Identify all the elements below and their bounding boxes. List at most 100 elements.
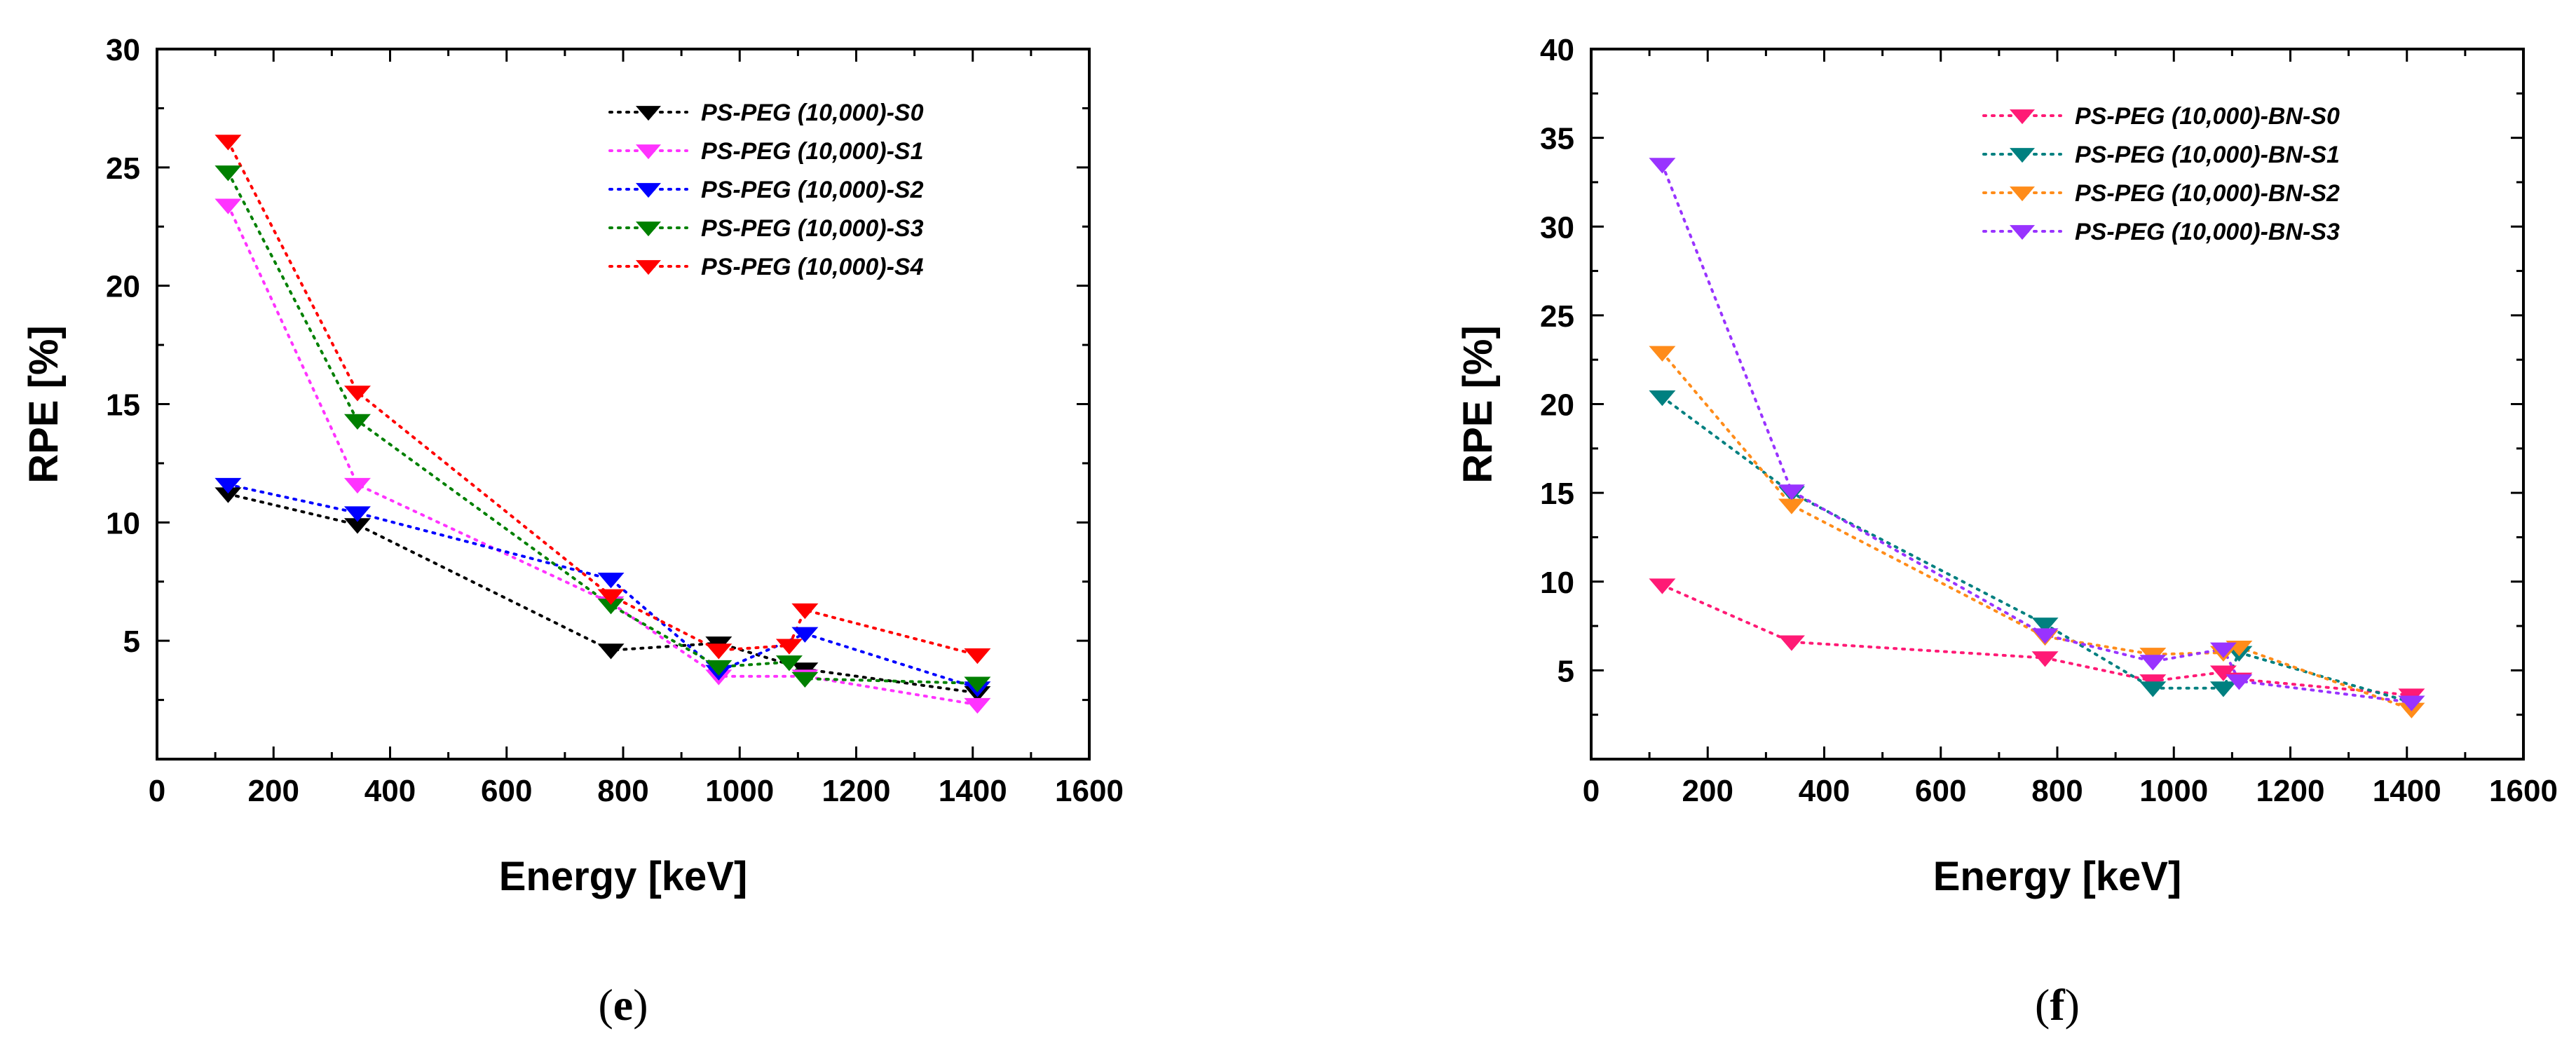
data-point [1649, 578, 1676, 594]
panel-label-close: ) [633, 980, 648, 1030]
y-axis-label: RPE [%] [1455, 325, 1501, 484]
data-point [2398, 695, 2425, 711]
y-tick-label: 30 [106, 33, 140, 67]
data-point [2031, 628, 2059, 644]
x-axis-label: Energy [keV] [499, 854, 748, 899]
data-point [964, 697, 991, 714]
data-point [2031, 651, 2059, 667]
data-point [775, 639, 803, 655]
series-line [226, 170, 979, 685]
data-point [597, 589, 625, 605]
x-tick-label: 1400 [939, 774, 1007, 808]
x-tick-label: 800 [597, 774, 648, 808]
data-point [1778, 498, 1805, 514]
x-tick-label: 1400 [2373, 774, 2441, 808]
data-point [1649, 346, 1676, 362]
series-line [226, 492, 979, 695]
axis-ticks: 0 200 400 600 800 1000 1200 1400 1600 5 10 15 20 25 30 [106, 33, 1124, 808]
legend: PS-PEG (10,000)-S0 PS-PEG (10,000)-S1 PS-P… [608, 100, 924, 280]
data-point [343, 386, 371, 402]
legend-label: PS-PEG (10,000)-S2 [701, 177, 924, 203]
data-point [597, 643, 625, 660]
x-tick-label: 400 [364, 774, 416, 808]
legend-label: PS-PEG (10,000)-S3 [701, 215, 924, 242]
x-tick-label: 800 [2031, 774, 2083, 808]
y-tick-label: 20 [106, 270, 140, 304]
series-line [1661, 583, 2413, 697]
plot-frame [1590, 48, 2525, 761]
x-tick-label: 1200 [822, 774, 891, 808]
data-point [214, 135, 242, 151]
data-point [2139, 655, 2167, 671]
data-point [705, 643, 732, 660]
x-tick-label: 400 [1799, 774, 1850, 808]
legend-marker [636, 260, 661, 275]
x-tick-label: 200 [1682, 774, 1733, 808]
x-tick-label: 600 [481, 774, 532, 808]
panel-label-letter: e [613, 980, 633, 1030]
y-tick-label: 25 [1540, 299, 1574, 334]
data-point [214, 198, 242, 214]
series-line [226, 483, 979, 690]
series-lines [1661, 163, 2413, 711]
y-axis-label: RPE [%] [21, 325, 67, 484]
axis-ticks: 0 200 400 600 800 1000 1200 1400 1600 5 10 15 20 25 30… [1540, 33, 2558, 808]
data-point [964, 676, 991, 693]
y-tick-label: 15 [106, 388, 140, 423]
legend-label: PS-PEG (10,000)-BN-S3 [2075, 219, 2340, 245]
y-tick-label: 35 [1540, 122, 1574, 156]
x-tick-label: 1600 [2489, 774, 2558, 808]
legend-label: PS-PEG (10,000)-BN-S1 [2075, 142, 2340, 168]
data-point [1778, 484, 1805, 500]
legend-marker [636, 183, 661, 198]
data-point [214, 165, 242, 182]
series-markers [1649, 158, 2425, 718]
data-point [791, 627, 819, 643]
data-point [597, 599, 625, 615]
x-tick-label: 200 [248, 774, 299, 808]
data-point [343, 477, 371, 494]
legend-label: PS-PEG (10,000)-BN-S2 [2075, 180, 2340, 207]
series-markers [214, 135, 991, 714]
x-tick-label: 0 [1583, 774, 1600, 808]
data-point [214, 477, 242, 494]
y-tick-label: 30 [1540, 210, 1574, 245]
data-point [791, 672, 819, 688]
y-tick-label: 15 [1540, 477, 1574, 511]
plot-frame [156, 48, 1091, 761]
y-tick-label: 10 [106, 506, 140, 540]
chart-panel-e: 0 200 400 600 800 1000 1200 1400 1600 5 10 15 20 25 30… [21, 33, 1124, 1030]
y-tick-label: 25 [106, 151, 140, 186]
y-tick-label: 20 [1540, 388, 1574, 423]
data-point [597, 572, 625, 589]
y-tick-label: 5 [1558, 654, 1574, 688]
x-tick-label: 600 [1915, 774, 1966, 808]
series-line [226, 203, 979, 707]
legend-label: PS-PEG (10,000)-S4 [701, 254, 924, 280]
data-point [2209, 642, 2237, 658]
data-point [343, 414, 371, 430]
legend-label: PS-PEG (10,000)-S1 [701, 138, 923, 165]
data-point [705, 660, 732, 676]
data-point [343, 518, 371, 534]
legend-label: PS-PEG (10,000)-BN-S0 [2075, 103, 2340, 130]
legend-marker [2010, 225, 2035, 240]
y-tick-label: 5 [123, 625, 140, 659]
data-point [214, 487, 242, 503]
panel-label-close: ) [2065, 980, 2080, 1030]
data-point [964, 648, 991, 664]
data-point [2031, 618, 2059, 634]
legend-marker [2010, 148, 2035, 163]
legend-marker [636, 106, 661, 121]
x-tick-label: 1000 [705, 774, 774, 808]
legend-marker [636, 144, 661, 160]
data-point [791, 603, 819, 620]
data-point [2226, 674, 2253, 690]
x-tick-label: 0 [149, 774, 165, 808]
panel-label: (f) [2035, 980, 2080, 1030]
legend: PS-PEG (10,000)-BN-S0 PS-PEG (10,000)-BN-… [1982, 103, 2340, 245]
x-tick-label: 1000 [2139, 774, 2208, 808]
legend-marker [636, 221, 661, 237]
data-point [1778, 635, 1805, 651]
